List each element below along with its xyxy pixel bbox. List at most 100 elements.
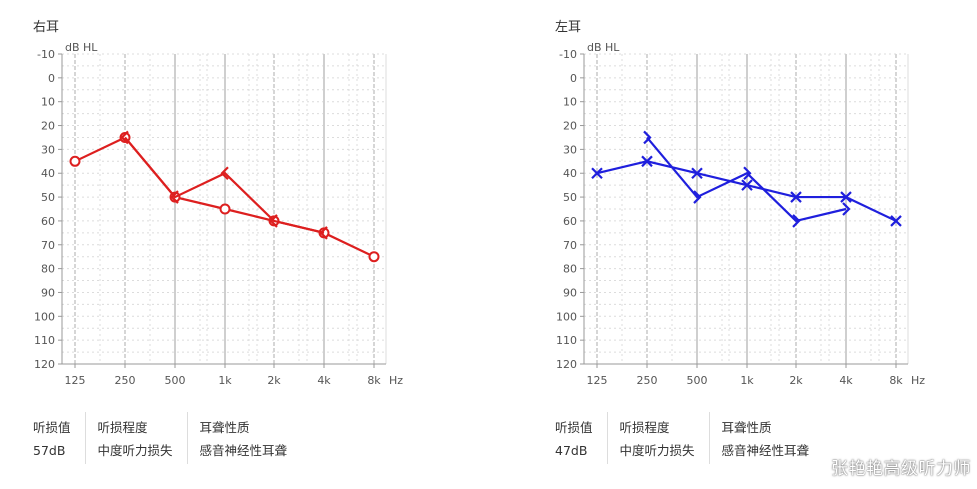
bone-marker bbox=[319, 226, 328, 240]
y-tick-label: 90 bbox=[41, 286, 55, 299]
x-tick-label: 8k bbox=[889, 374, 903, 387]
y-tick-label: 50 bbox=[563, 191, 577, 204]
summary-value: 感音神经性耳聋 bbox=[199, 443, 288, 458]
bone-marker bbox=[693, 190, 702, 204]
air-marker bbox=[591, 167, 603, 180]
y-tick-label: 120 bbox=[556, 358, 577, 371]
y-tick-label: 40 bbox=[563, 167, 577, 180]
air-marker bbox=[69, 155, 81, 167]
summary-value: 感音神经性耳聋 bbox=[721, 443, 810, 458]
x-axis-label: Hz bbox=[911, 374, 925, 387]
summary-label: 听损值 bbox=[555, 420, 593, 435]
bone-marker bbox=[643, 130, 652, 145]
summary-label: 耳聋性质 bbox=[199, 420, 250, 435]
circle-marker bbox=[368, 251, 380, 263]
y-tick-label: 70 bbox=[41, 239, 55, 252]
y-tick-label: 0 bbox=[570, 72, 577, 85]
circle-marker bbox=[69, 155, 81, 167]
air-marker bbox=[219, 203, 231, 215]
x-tick-label: 500 bbox=[687, 374, 708, 387]
x-tick-label: 125 bbox=[587, 374, 608, 387]
y-tick-label: 10 bbox=[41, 96, 55, 109]
y-tick-label: 70 bbox=[563, 239, 577, 252]
summary-label: 听损值 bbox=[33, 420, 71, 435]
y-tick-label: 60 bbox=[41, 215, 55, 228]
summary-label: 耳聋性质 bbox=[721, 420, 772, 435]
bone-bracket-marker bbox=[120, 130, 129, 145]
x-tick-label: 125 bbox=[65, 374, 86, 387]
chart-title: 左耳 bbox=[555, 20, 582, 35]
y-tick-label: 40 bbox=[41, 167, 55, 180]
bone-bracket-marker bbox=[220, 166, 229, 181]
y-axis-label: dB HL bbox=[587, 41, 620, 54]
y-tick-label: 90 bbox=[563, 286, 577, 299]
summary-value: 57dB bbox=[33, 443, 66, 458]
right-ear-panel: 右耳 -10 0 10 20 30 40 50 60 70 80 90 100 110 120 dB HL 1… bbox=[0, 0, 488, 489]
summary-value: 中度听力损失 bbox=[619, 443, 695, 458]
summary-col: 听损值 57dB bbox=[33, 412, 85, 464]
circle-marker bbox=[219, 203, 231, 215]
bone-bracket-marker bbox=[743, 166, 752, 181]
summary-col: 耳聋性质 感音神经性耳聋 bbox=[186, 412, 302, 464]
y-tick-label: 120 bbox=[34, 358, 55, 371]
y-tick-label: 20 bbox=[41, 120, 55, 133]
bone-bracket-marker bbox=[319, 226, 328, 240]
y-tick-label: 100 bbox=[556, 310, 577, 323]
air-marker bbox=[741, 179, 753, 191]
watermark: 张艳艳高级听力师 bbox=[831, 459, 971, 479]
air-marker bbox=[840, 191, 852, 203]
bone-bracket-marker bbox=[643, 130, 652, 145]
y-tick-label: 100 bbox=[34, 310, 55, 323]
bone-bracket-marker bbox=[170, 190, 179, 204]
x-tick-label: 2k bbox=[267, 374, 281, 387]
summary-value: 47dB bbox=[555, 443, 588, 458]
y-tick-label: 0 bbox=[48, 72, 55, 85]
y-tick-label: 20 bbox=[563, 120, 577, 133]
y-tick-label: -10 bbox=[37, 48, 55, 61]
y-tick-label: 50 bbox=[41, 191, 55, 204]
bone-conduction-line bbox=[124, 136, 325, 234]
x-tick-label: 8k bbox=[367, 374, 381, 387]
left-ear-panel: 左耳 -10 0 10 20 30 40 50 60 70 80 90 100 110 120 dB HL 1… bbox=[522, 0, 977, 489]
bone-bracket-marker bbox=[842, 202, 851, 216]
right-ear-audiogram: -10 0 10 20 30 40 50 60 70 80 90 100 110 120 dB HL 125 2… bbox=[34, 41, 403, 387]
x-tick-label: 4k bbox=[317, 374, 331, 387]
bone-marker bbox=[842, 202, 851, 216]
left-ear-summary: 听损值 47dB 听损程度 中度听力损失 耳聋性质 感音神经性耳聋 bbox=[555, 412, 823, 464]
y-tick-label: 60 bbox=[563, 215, 577, 228]
y-tick-label: 30 bbox=[563, 143, 577, 156]
x-tick-label: 2k bbox=[789, 374, 803, 387]
cross-marker bbox=[641, 155, 653, 168]
air-marker bbox=[641, 155, 653, 168]
y-tick-label: -10 bbox=[559, 48, 577, 61]
air-marker bbox=[691, 167, 703, 180]
x-tick-label: 1k bbox=[740, 374, 754, 387]
y-tick-label: 110 bbox=[34, 334, 55, 347]
right-ear-summary: 听损值 57dB 听损程度 中度听力损失 耳聋性质 感音神经性耳聋 bbox=[33, 412, 301, 464]
summary-col: 听损值 47dB bbox=[555, 412, 607, 464]
y-tick-label: 80 bbox=[41, 263, 55, 276]
cross-marker bbox=[840, 191, 852, 203]
summary-label: 听损程度 bbox=[619, 420, 670, 435]
cross-marker bbox=[890, 215, 902, 227]
summary-col: 听损程度 中度听力损失 bbox=[84, 412, 187, 464]
cross-marker bbox=[591, 167, 603, 180]
bone-marker bbox=[120, 130, 129, 145]
air-marker bbox=[790, 191, 802, 203]
bone-marker bbox=[743, 166, 752, 181]
bone-conduction-line bbox=[646, 136, 847, 223]
x-tick-label: 250 bbox=[115, 374, 136, 387]
air-marker bbox=[368, 251, 380, 263]
summary-label: 听损程度 bbox=[97, 420, 148, 435]
bone-bracket-marker bbox=[693, 190, 702, 204]
summary-col: 听损程度 中度听力损失 bbox=[606, 412, 709, 464]
y-tick-label: 30 bbox=[41, 143, 55, 156]
x-tick-label: 4k bbox=[839, 374, 853, 387]
bone-bracket-marker bbox=[269, 214, 278, 228]
y-tick-label: 10 bbox=[563, 96, 577, 109]
cross-marker bbox=[691, 167, 703, 180]
y-tick-label: 110 bbox=[556, 334, 577, 347]
x-tick-label: 1k bbox=[218, 374, 232, 387]
bone-bracket-marker bbox=[792, 214, 801, 228]
bone-marker bbox=[170, 190, 179, 204]
